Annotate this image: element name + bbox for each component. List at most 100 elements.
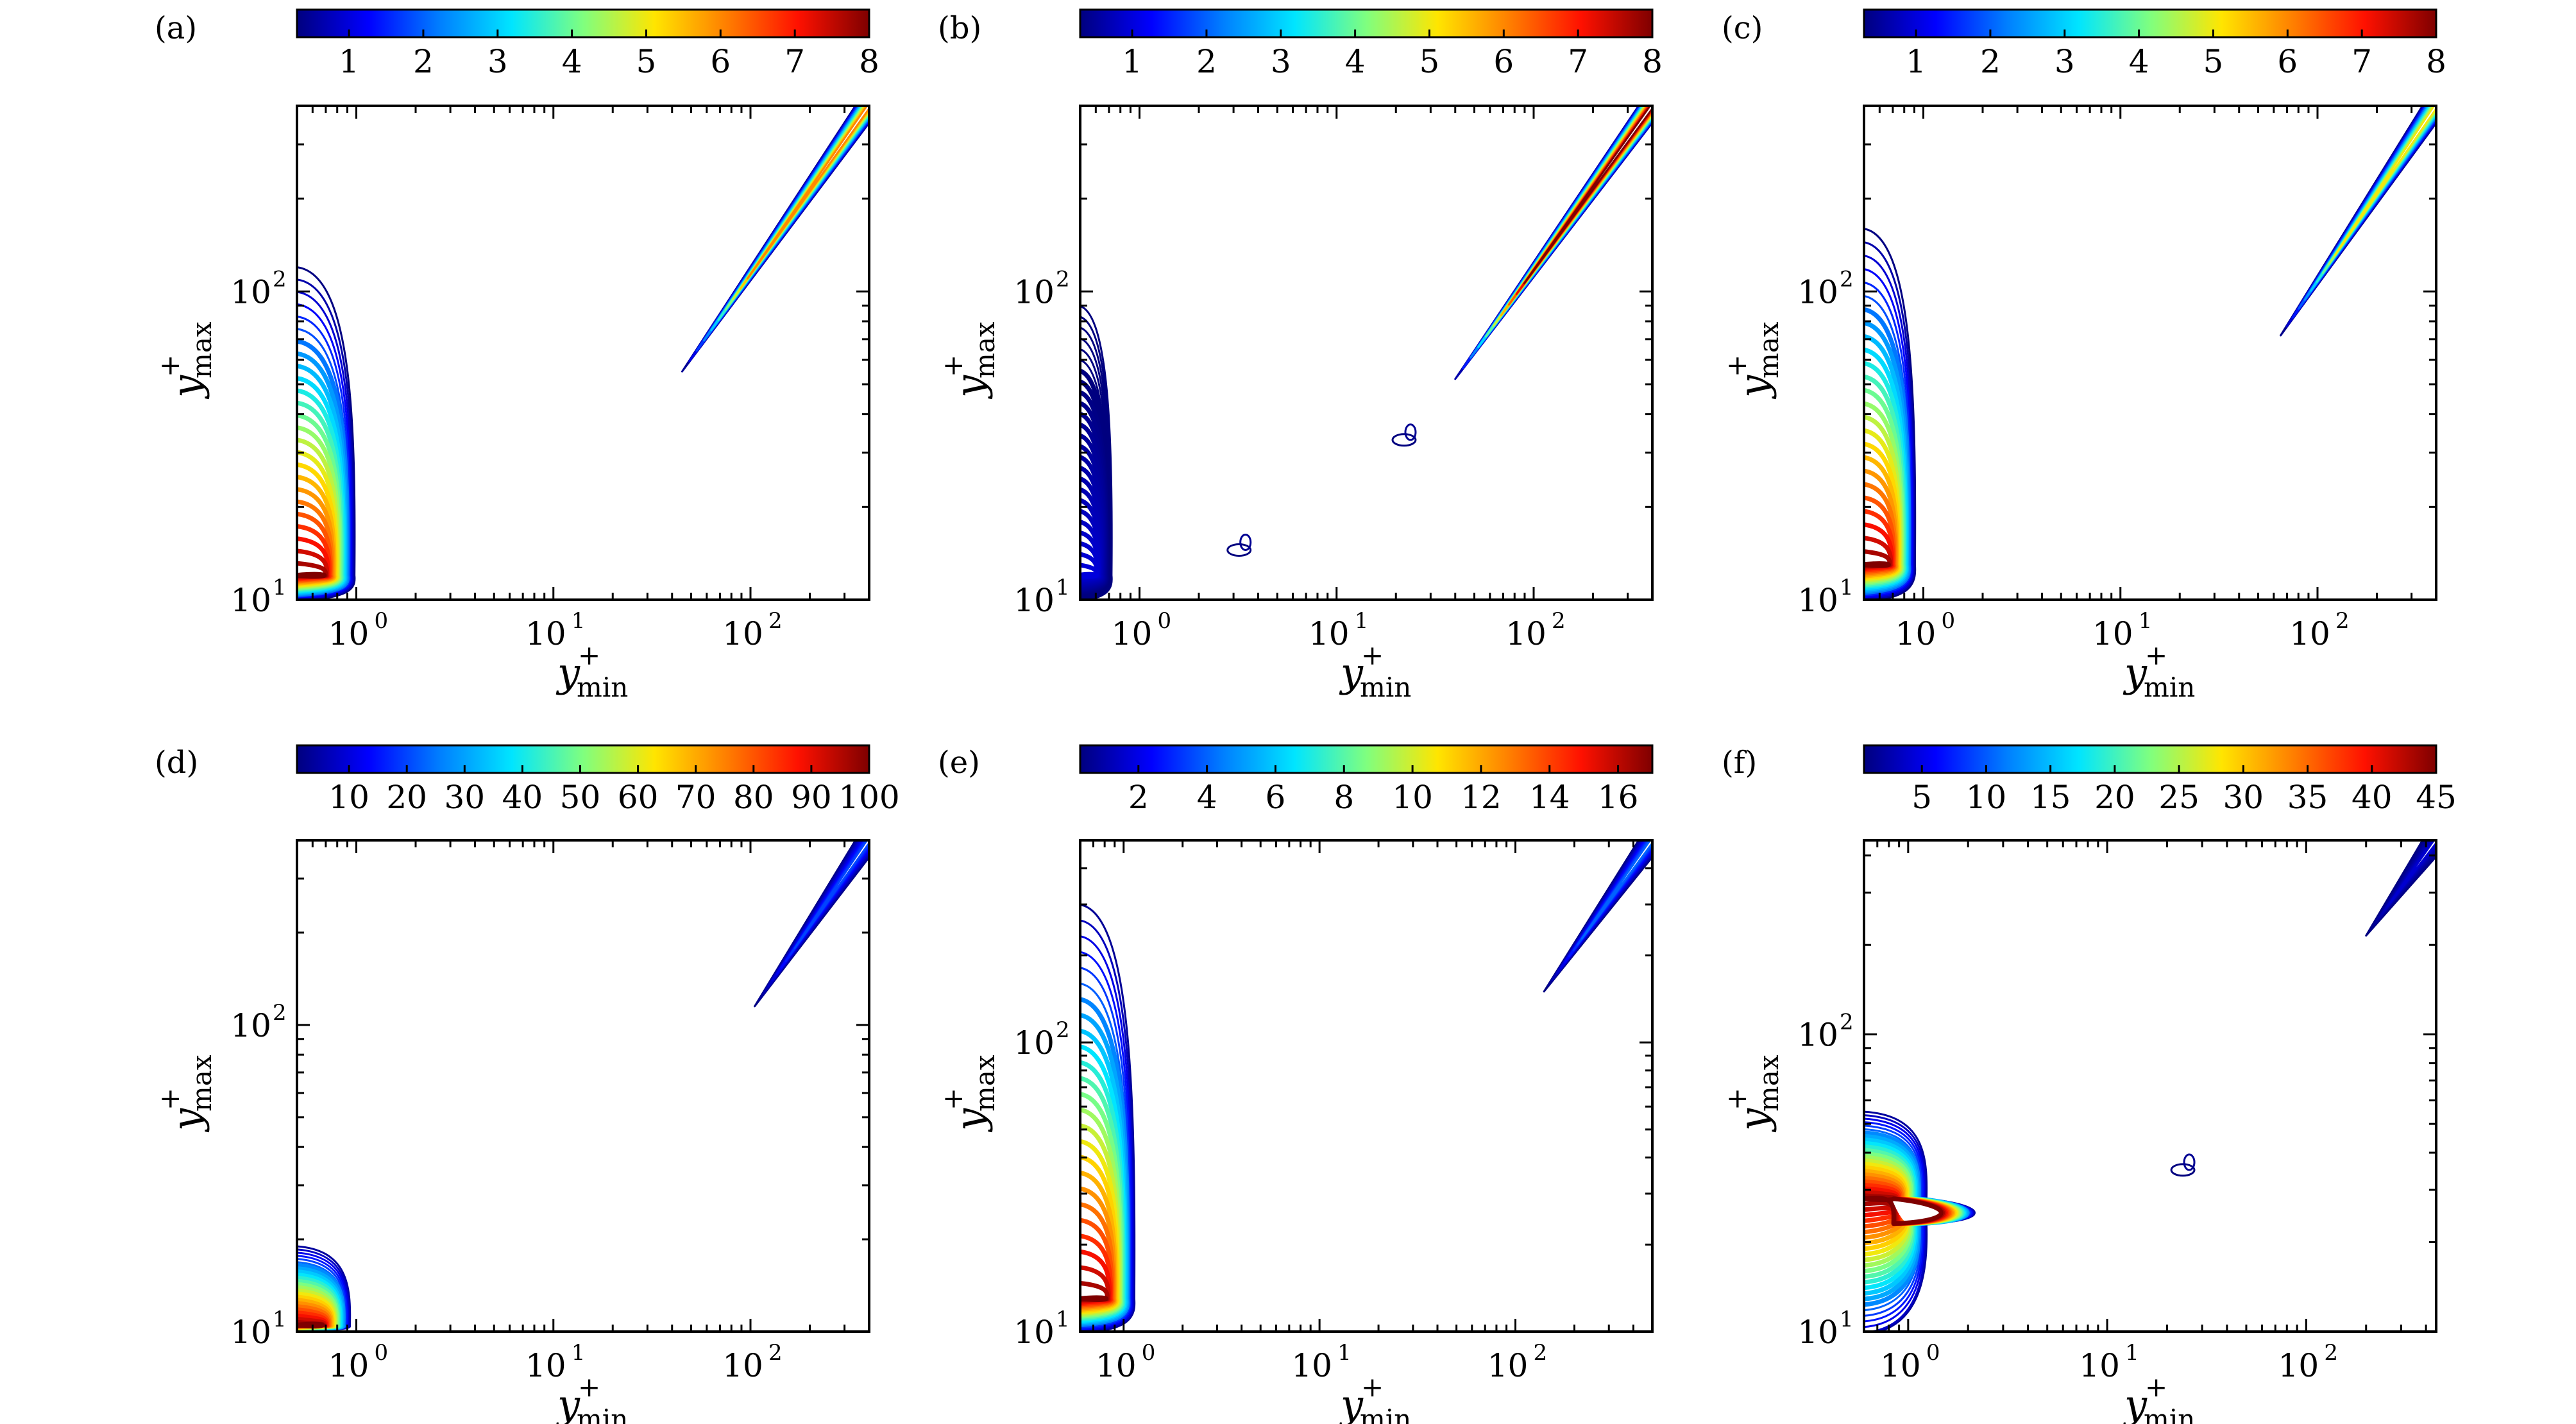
x-tick-exponent: 2 bbox=[1534, 1340, 1548, 1366]
y-axis-title-base: y bbox=[947, 375, 994, 400]
colorbar-gradient bbox=[1079, 8, 1654, 38]
x-tick-label: 10 bbox=[722, 1347, 763, 1384]
x-axis-title: y bbox=[555, 1381, 580, 1424]
colorbar-tick-label: 16 bbox=[1598, 779, 1639, 816]
y-tick-label: 10 bbox=[1797, 273, 1838, 310]
wall-contour-line bbox=[297, 266, 356, 600]
colorbar-tick-label: 5 bbox=[636, 43, 657, 80]
y-tick-label: 10 bbox=[1797, 1017, 1838, 1054]
y-axis-title: y+ max bbox=[154, 1055, 217, 1133]
x-tick-label: 10 bbox=[722, 615, 763, 652]
colorbar-tick-label: 45 bbox=[2416, 779, 2457, 816]
colorbar: 2 4 6 8 10 12 14 16 bbox=[1079, 744, 1654, 816]
x-axis-title-sup: + bbox=[1361, 640, 1384, 671]
x-axis-title: y bbox=[555, 649, 580, 696]
wall-contour-line bbox=[1080, 919, 1135, 1332]
y-axis-title: y+ max bbox=[937, 321, 1001, 400]
colorbar-gradient bbox=[1079, 744, 1654, 774]
y-tick-label: 10 bbox=[230, 582, 271, 619]
panel-label: (d) bbox=[155, 745, 198, 781]
x-tick-label: 10 bbox=[1487, 1347, 1529, 1384]
contour-set bbox=[1864, 840, 2436, 1332]
x-tick-exponent: 0 bbox=[1926, 1340, 1940, 1366]
y-axis-title-sup: + bbox=[154, 355, 185, 377]
y-axis-title-sub: max bbox=[1753, 321, 1784, 378]
x-tick-exponent: 2 bbox=[768, 608, 783, 634]
colorbar: 1 2 3 4 5 6 7 8 bbox=[1863, 8, 2446, 80]
axes-frame bbox=[1863, 105, 2437, 601]
y-tick-label: 10 bbox=[1797, 582, 1838, 619]
x-tick-exponent: 1 bbox=[572, 1340, 586, 1366]
colorbar-tick-label: 3 bbox=[1271, 43, 1291, 80]
x-tick-exponent: 1 bbox=[572, 608, 586, 634]
x-tick-label: 10 bbox=[2092, 615, 2133, 652]
y-tick-exponent: 1 bbox=[1056, 1307, 1070, 1332]
x-axis-title-sub: min bbox=[2144, 1403, 2195, 1424]
ridge-contour-line bbox=[2334, 106, 2436, 257]
panel-label: (c) bbox=[1722, 10, 1763, 46]
island-contour bbox=[1391, 433, 1417, 447]
colorbar-tick-label: 2 bbox=[1128, 779, 1149, 816]
x-axis-title-sup: + bbox=[578, 640, 600, 671]
y-axis-title-sup: + bbox=[1721, 355, 1752, 377]
y-tick-exponent: 2 bbox=[1840, 1010, 1854, 1035]
x-tick-exponent: 2 bbox=[2335, 608, 2350, 634]
wall-contour-line bbox=[1864, 268, 1913, 598]
wall-contour-line bbox=[1080, 1295, 1109, 1302]
wall-contour-line bbox=[1864, 1114, 1975, 1332]
colorbar-tick-label: 100 bbox=[838, 779, 899, 816]
x-axis-title-sub: min bbox=[2144, 672, 2195, 703]
y-tick-exponent: 1 bbox=[1840, 575, 1854, 600]
colorbar-tick-label: 15 bbox=[2030, 779, 2071, 816]
colorbar-tick-label: 6 bbox=[710, 43, 731, 80]
colorbar-tick-label: 4 bbox=[1345, 43, 1366, 80]
x-axis-title: y bbox=[2123, 649, 2148, 696]
x-axis-title-sub: min bbox=[1360, 1403, 1411, 1424]
y-axis-title-base: y bbox=[1731, 1108, 1777, 1133]
x-tick-label: 10 bbox=[1291, 1347, 1332, 1384]
x-tick-exponent: 0 bbox=[1157, 608, 1171, 634]
colorbar-tick-label: 90 bbox=[791, 779, 832, 816]
wall-contour-line bbox=[297, 1321, 325, 1329]
x-axis-title-sup: + bbox=[2145, 640, 2167, 671]
x-tick-exponent: 1 bbox=[2139, 608, 2153, 634]
y-axis-title: y+ max bbox=[154, 321, 217, 400]
y-axis-title: y+ max bbox=[1721, 321, 1784, 400]
wall-contour-line bbox=[297, 291, 353, 600]
wall-contour-line bbox=[1080, 967, 1131, 1329]
axes-frame bbox=[296, 839, 870, 1333]
colorbar-tick-label: 5 bbox=[1419, 43, 1440, 80]
y-tick-label: 10 bbox=[1013, 273, 1055, 310]
colorbar: 1 2 3 4 5 6 7 8 bbox=[1079, 8, 1663, 80]
y-axis-title-sup: + bbox=[937, 1088, 969, 1110]
colorbar-tick-label: 7 bbox=[1568, 43, 1588, 80]
ridge-contour-line bbox=[1523, 106, 1652, 285]
wall-contour-line bbox=[1864, 255, 1914, 600]
colorbar: 10 20 30 40 50 60 70 80 90 100 bbox=[296, 744, 900, 816]
y-tick-exponent: 1 bbox=[1840, 1307, 1854, 1332]
wall-contour-line bbox=[1080, 572, 1099, 579]
colorbar-tick-label: 12 bbox=[1461, 779, 1502, 816]
y-axis-title-sub: max bbox=[186, 1055, 217, 1112]
colorbar-tick-label: 40 bbox=[502, 779, 543, 816]
x-tick-label: 10 bbox=[1895, 615, 1936, 652]
x-tick-exponent: 1 bbox=[1337, 1340, 1352, 1366]
wall-contour-line bbox=[1864, 1196, 1944, 1226]
colorbar-tick-label: 20 bbox=[386, 779, 427, 816]
axes-frame bbox=[1079, 839, 1654, 1333]
colorbar-tick-label: 30 bbox=[2223, 779, 2264, 816]
colorbar-gradient bbox=[1863, 8, 2437, 38]
x-tick-label: 10 bbox=[1505, 615, 1546, 652]
y-axis-title-base: y bbox=[164, 375, 210, 400]
colorbar-tick-label: 6 bbox=[1266, 779, 1286, 816]
x-axis-title-sub: min bbox=[1360, 672, 1411, 703]
contour-set bbox=[1080, 840, 1652, 1332]
island-contour bbox=[2183, 1153, 2196, 1171]
y-tick-label: 10 bbox=[230, 1314, 271, 1351]
y-tick-exponent: 2 bbox=[1840, 266, 1854, 292]
wall-contour-line bbox=[297, 278, 355, 600]
